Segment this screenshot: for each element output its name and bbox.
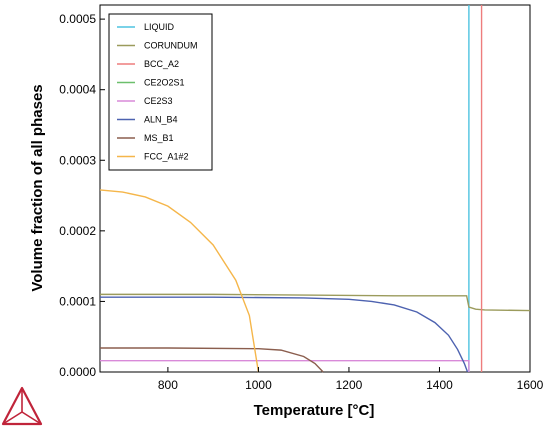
legend-label-corundum: CORUNDUM [144,41,198,51]
legend-label-ce2o2s1: CE2O2S1 [144,78,185,88]
x-axis-title: Temperature [°C] [254,402,375,419]
ticks-layer: 800 1000 1200 1400 1600 0.0000 0.0001 0.0002 0.0… [59,12,543,392]
y-tick-label: 0.0004 [59,83,96,97]
series-line-ms-b1 [100,347,324,373]
y-axis-title: Volume fraction of all phases [29,84,46,291]
legend-label-ce2s3: CE2S3 [144,96,173,106]
series-line-ce2s3 [100,360,470,372]
y-tick-label: 0.0003 [59,153,96,167]
legend-label-fcc-a1-2: FCC_A1#2 [144,152,189,162]
y-tick-label: 0.0005 [59,12,96,26]
x-tick-label: 800 [158,378,178,392]
y-tick-label: 0.0002 [59,224,96,238]
x-tick-label: 1400 [426,378,453,392]
series-layer [99,5,531,373]
legend: LIQUID CORUNDUM BCC_A2 CE2O2S1 CE2S3 ALN_B4 MS… [108,13,213,171]
thermo-calc-logo [1,386,43,426]
logo-inner-edge-right [21,411,42,425]
legend-label-liquid: LIQUID [144,22,175,32]
y-tick-label: 0.0000 [59,365,96,379]
x-tick-label: 1000 [245,378,272,392]
x-tick-label: 1200 [336,378,363,392]
series-line-aln-b4 [100,296,469,373]
series-line-fcc-a1-2 [99,189,260,373]
legend-label-ms-b1: MS_B1 [144,133,174,143]
x-tick-label: 1600 [517,378,544,392]
y-tick-label: 0.0001 [59,294,96,308]
legend-label-bcc-a2: BCC_A2 [144,59,179,69]
logo-triangle-outline [1,386,43,426]
legend-box [108,13,213,171]
legend-label-aln-b4: ALN_B4 [144,115,178,125]
